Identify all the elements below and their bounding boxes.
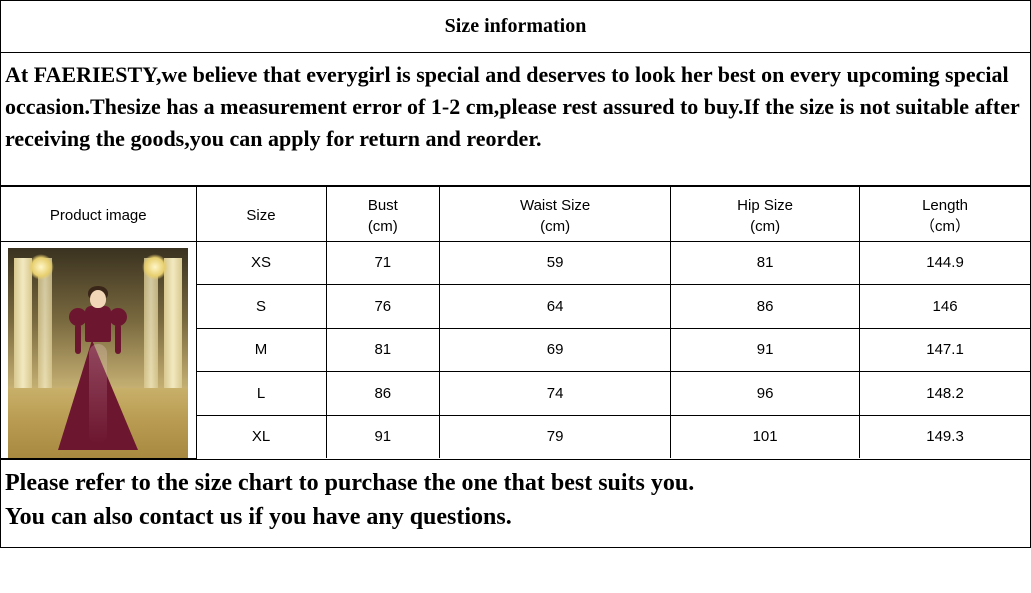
col-waist: Waist Size (cm) [440, 186, 671, 241]
cell-size: M [196, 328, 326, 372]
cell-bust: 76 [326, 285, 440, 329]
cell-waist: 64 [440, 285, 671, 329]
col-unit: (cm) [368, 218, 398, 235]
col-label: Waist Size [520, 197, 590, 214]
cell-waist: 79 [440, 415, 671, 458]
footer-line: You can also contact us if you have any … [5, 500, 1026, 535]
product-image [8, 248, 188, 458]
footer-line: Please refer to the size chart to purcha… [5, 466, 1026, 501]
cell-waist: 59 [440, 241, 671, 285]
model-head [90, 290, 106, 308]
cell-length: 144.9 [860, 241, 1030, 285]
cell-hip: 91 [671, 328, 860, 372]
col-label: Bust [368, 197, 398, 214]
cell-bust: 91 [326, 415, 440, 458]
dress-shine [89, 344, 107, 444]
dress-bodice [85, 306, 111, 342]
cell-size: L [196, 372, 326, 416]
intro-paragraph: At FAERIESTY,we believe that everygirl i… [1, 53, 1030, 186]
size-table: Product image Size Bust (cm) Waist Size … [1, 186, 1030, 459]
cell-bust: 71 [326, 241, 440, 285]
footer-note-wrap: Please refer to the size chart to purcha… [1, 459, 1030, 548]
col-hip: Hip Size (cm) [671, 186, 860, 241]
decor-pillar [14, 258, 32, 388]
cell-bust: 81 [326, 328, 440, 372]
col-label: Hip Size [737, 197, 793, 214]
cell-length: 148.2 [860, 372, 1030, 416]
chandelier-icon [28, 254, 54, 280]
cell-hip: 101 [671, 415, 860, 458]
dress-arm [115, 324, 121, 354]
chandelier-icon [142, 254, 168, 280]
col-unit: (cm) [540, 218, 570, 235]
col-product-image: Product image [1, 186, 196, 241]
cell-waist: 69 [440, 328, 671, 372]
col-label: Size [246, 207, 275, 224]
col-label: Length [922, 197, 968, 214]
footer-note: Please refer to the size chart to purcha… [1, 460, 1030, 548]
cell-size: XL [196, 415, 326, 458]
col-unit: (cm) [750, 218, 780, 235]
cell-hip: 81 [671, 241, 860, 285]
cell-size: XS [196, 241, 326, 285]
col-length: Length （cm） [860, 186, 1030, 241]
cell-length: 146 [860, 285, 1030, 329]
table-row: XS 71 59 81 144.9 [1, 241, 1030, 285]
cell-length: 147.1 [860, 328, 1030, 372]
decor-pillar [164, 258, 182, 388]
cell-size: S [196, 285, 326, 329]
col-bust: Bust (cm) [326, 186, 440, 241]
cell-bust: 86 [326, 372, 440, 416]
cell-waist: 74 [440, 372, 671, 416]
table-header-row: Product image Size Bust (cm) Waist Size … [1, 186, 1030, 241]
cell-hip: 86 [671, 285, 860, 329]
dress-arm [75, 324, 81, 354]
cell-length: 149.3 [860, 415, 1030, 458]
col-label: Product image [50, 207, 147, 224]
col-unit: （cm） [920, 218, 970, 235]
product-image-cell [1, 241, 196, 458]
cell-hip: 96 [671, 372, 860, 416]
card-title: Size information [1, 1, 1030, 53]
size-info-card: Size information At FAERIESTY,we believe… [0, 0, 1031, 548]
col-size: Size [196, 186, 326, 241]
model-figure [53, 284, 143, 454]
